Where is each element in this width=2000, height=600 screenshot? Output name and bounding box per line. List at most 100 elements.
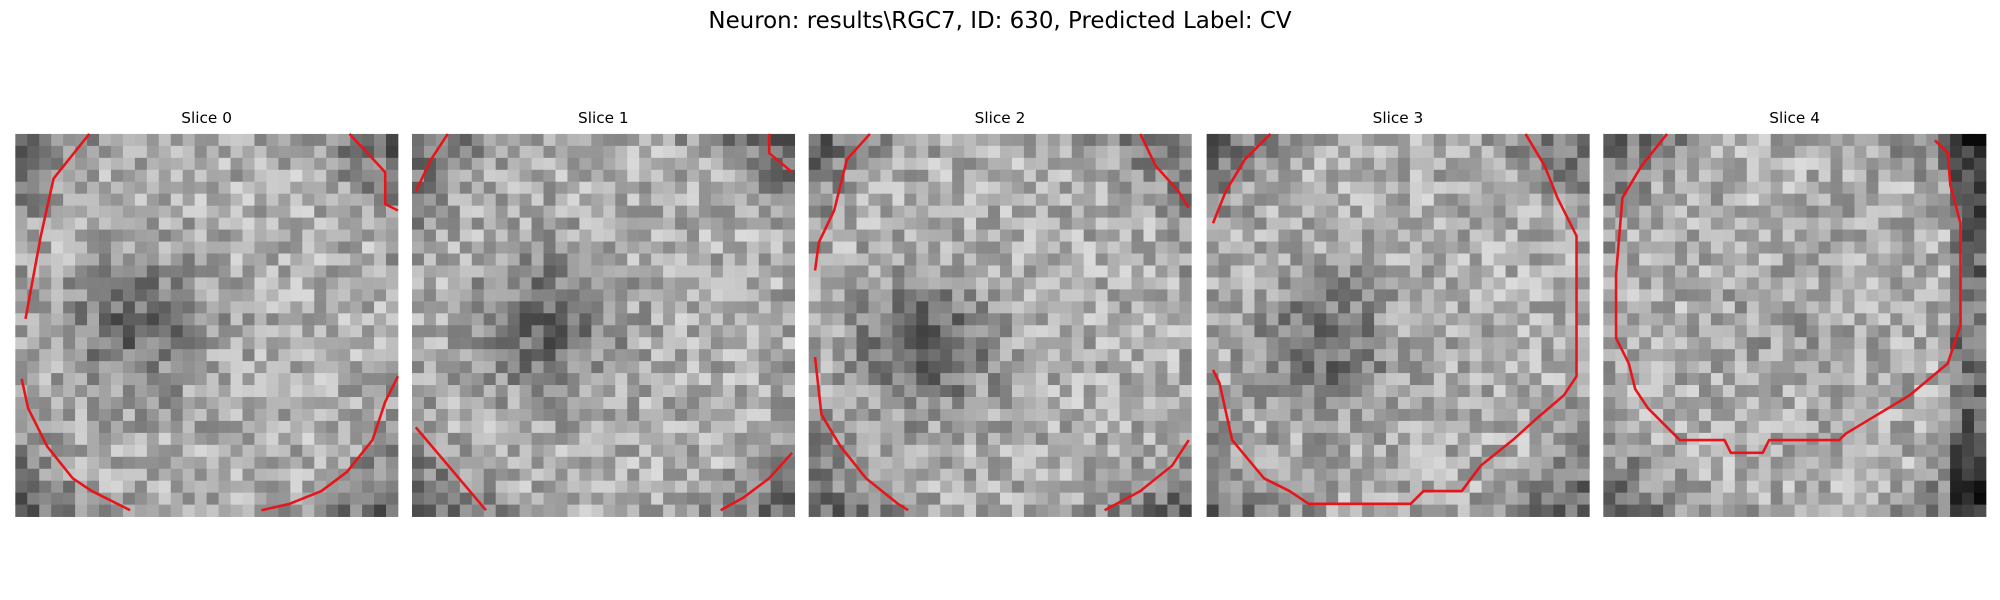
pixel bbox=[1770, 408, 1784, 422]
pixel bbox=[350, 217, 363, 230]
pixel bbox=[1143, 301, 1156, 314]
pixel bbox=[87, 241, 100, 254]
pixel bbox=[964, 492, 977, 506]
pixel bbox=[1314, 373, 1327, 386]
pixel bbox=[1071, 313, 1085, 326]
pixel bbox=[338, 397, 351, 410]
pixel bbox=[1338, 492, 1351, 506]
pixel bbox=[122, 265, 136, 278]
pixel bbox=[734, 337, 748, 350]
pixel bbox=[194, 217, 208, 230]
pixel bbox=[194, 397, 208, 410]
pixel bbox=[1615, 277, 1628, 290]
pixel bbox=[27, 193, 40, 207]
pixel bbox=[1409, 265, 1423, 278]
pixel bbox=[1314, 193, 1327, 207]
pixel bbox=[1278, 217, 1291, 230]
pixel bbox=[1179, 397, 1192, 410]
pixel bbox=[1615, 408, 1628, 422]
pixel bbox=[1242, 408, 1255, 422]
pixel bbox=[1639, 456, 1652, 470]
pixel bbox=[1095, 456, 1109, 470]
pixel bbox=[555, 432, 568, 446]
pixel bbox=[471, 289, 485, 302]
pixel bbox=[326, 133, 339, 147]
pixel bbox=[495, 325, 509, 338]
pixel bbox=[1746, 432, 1760, 446]
pixel bbox=[928, 420, 941, 434]
pixel bbox=[1565, 193, 1578, 207]
pixel bbox=[964, 241, 977, 254]
pixel bbox=[266, 456, 279, 470]
pixel bbox=[531, 145, 544, 159]
pixel bbox=[1119, 444, 1132, 458]
pixel bbox=[1397, 313, 1411, 326]
pixel bbox=[1722, 253, 1736, 266]
pixel bbox=[1338, 456, 1351, 470]
pixel bbox=[543, 265, 556, 278]
pixel bbox=[1627, 397, 1640, 410]
pixel bbox=[1866, 420, 1879, 434]
pixel bbox=[567, 301, 580, 314]
pixel bbox=[698, 205, 712, 219]
pixel bbox=[1107, 241, 1120, 254]
pixel bbox=[722, 145, 736, 159]
pixel bbox=[134, 456, 148, 470]
pixel bbox=[591, 169, 604, 183]
pixel bbox=[386, 181, 399, 195]
pixel bbox=[1687, 217, 1700, 230]
pixel bbox=[1338, 289, 1351, 302]
pixel bbox=[1278, 169, 1291, 183]
pixel bbox=[362, 468, 375, 482]
pixel bbox=[579, 253, 592, 266]
pixel bbox=[1734, 265, 1748, 278]
pixel bbox=[591, 241, 604, 254]
pixel bbox=[1565, 181, 1578, 195]
pixel bbox=[507, 444, 520, 458]
pixel bbox=[1326, 157, 1339, 171]
pixel bbox=[952, 361, 965, 374]
pixel bbox=[134, 301, 148, 314]
pixel bbox=[447, 217, 461, 230]
pixel bbox=[615, 432, 628, 446]
pixel bbox=[1386, 205, 1399, 219]
pixel bbox=[423, 181, 437, 195]
pixel bbox=[832, 468, 845, 482]
pixel bbox=[63, 337, 76, 350]
pixel bbox=[170, 181, 184, 195]
pixel bbox=[206, 133, 219, 147]
pixel bbox=[386, 432, 399, 446]
pixel bbox=[483, 301, 497, 314]
pixel bbox=[1722, 361, 1736, 374]
pixel bbox=[543, 277, 556, 290]
pixel bbox=[1230, 133, 1243, 147]
pixel bbox=[603, 313, 616, 326]
pixel bbox=[567, 133, 580, 147]
pixel bbox=[423, 492, 437, 506]
pixel bbox=[687, 408, 700, 422]
pixel bbox=[1433, 408, 1447, 422]
pixel bbox=[964, 229, 977, 242]
pixel bbox=[374, 157, 387, 171]
pixel bbox=[1938, 217, 1951, 230]
pixel bbox=[1278, 193, 1291, 207]
pixel bbox=[435, 361, 449, 374]
pixel bbox=[1254, 265, 1267, 278]
pixel bbox=[447, 432, 461, 446]
pixel bbox=[1663, 313, 1676, 326]
pixel bbox=[1481, 277, 1495, 290]
pixel bbox=[1577, 301, 1590, 314]
pixel bbox=[1962, 432, 1975, 446]
pixel bbox=[868, 337, 881, 350]
pixel bbox=[916, 432, 929, 446]
pixel bbox=[1095, 241, 1109, 254]
pixel bbox=[1386, 313, 1399, 326]
pixel bbox=[362, 397, 375, 410]
pixel bbox=[952, 504, 965, 517]
pixel bbox=[266, 241, 279, 254]
pixel bbox=[350, 241, 363, 254]
pixel bbox=[988, 444, 1001, 458]
pixel bbox=[519, 301, 532, 314]
pixel bbox=[110, 145, 124, 159]
pixel bbox=[1167, 277, 1180, 290]
